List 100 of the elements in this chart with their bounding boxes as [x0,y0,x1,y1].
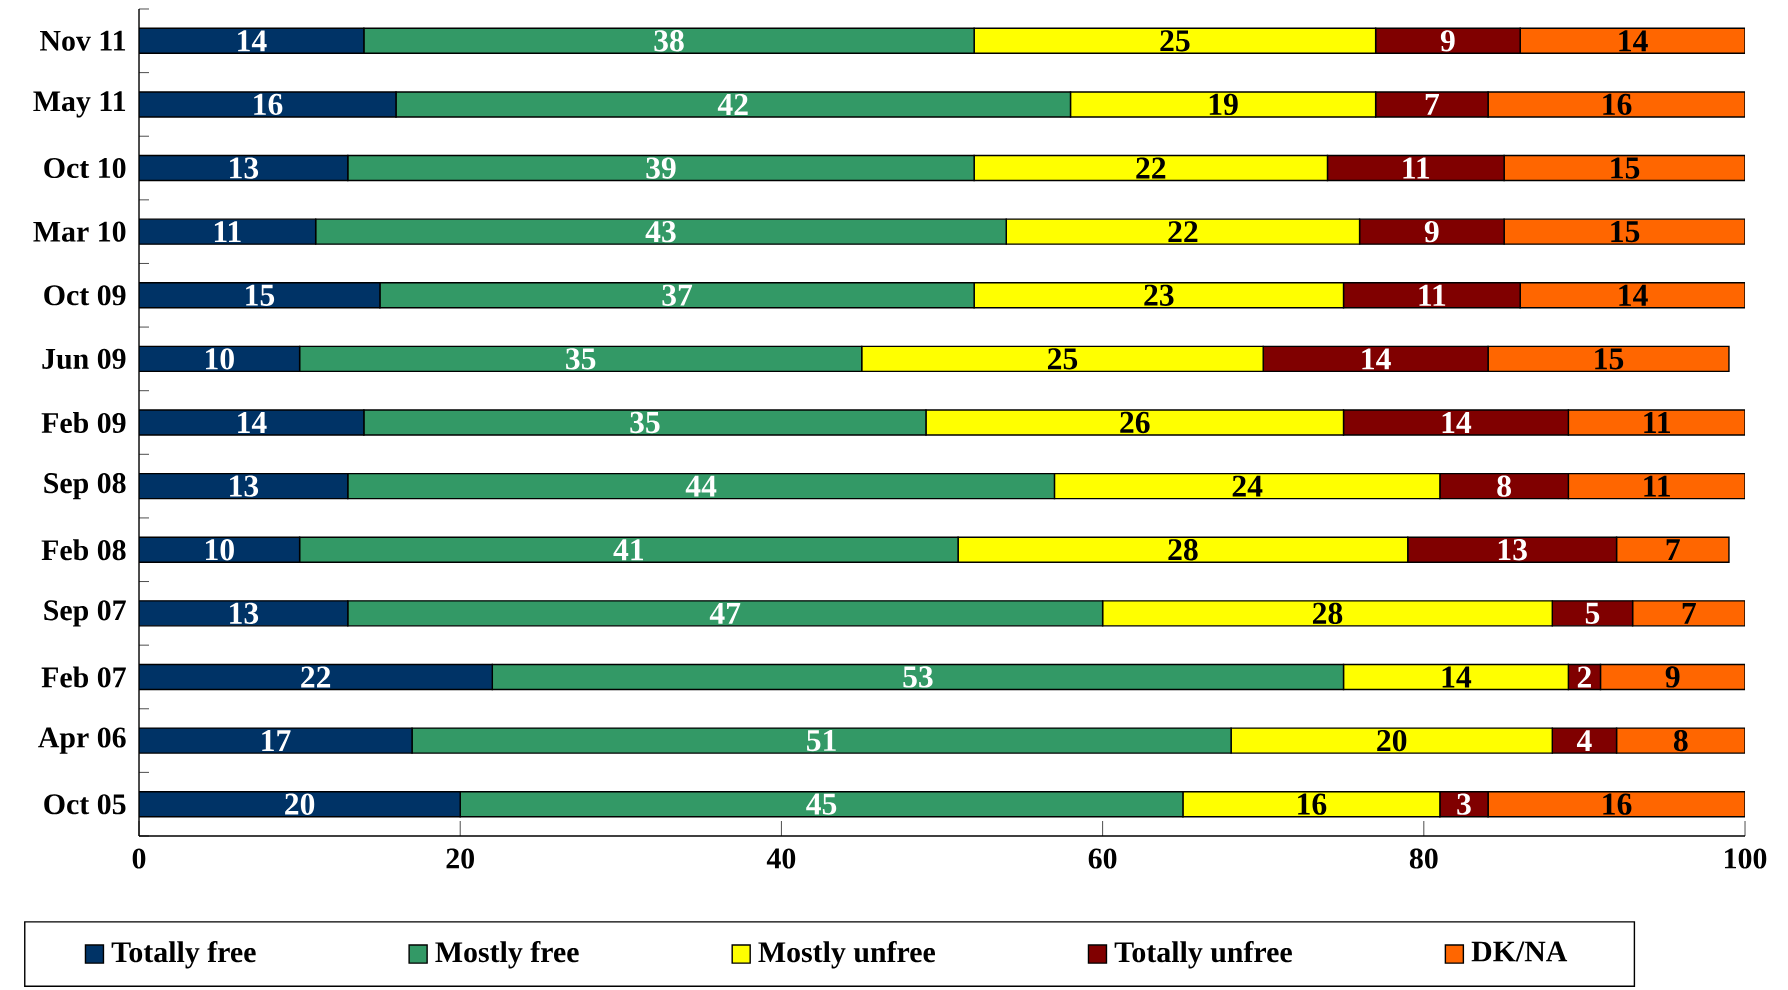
data-label: 42 [717,93,748,115]
x-tick-label: 40 [766,848,796,869]
bar [1487,790,1746,818]
data-label: 26 [1120,411,1150,434]
bar [1519,27,1746,55]
data-label: 35 [630,411,660,434]
y-tick-label: Nov 11 [40,30,126,51]
data-label: 11 [1644,412,1670,433]
data-label: 10 [206,539,234,561]
legend-label: Totally unfree [1114,940,1292,969]
data-label: 24 [1232,475,1263,497]
data-label: 9 [1665,666,1680,688]
legend-label: Totally free [111,940,256,969]
bar [139,282,381,309]
data-label: 16 [254,93,283,116]
data-label: 15 [246,284,275,306]
data-label: 7 [1666,539,1680,561]
data-label: 13 [230,602,259,624]
data-label: 28 [1312,602,1343,625]
data-label: 8 [1497,475,1511,497]
bar [139,154,349,182]
data-label: 17 [262,730,291,752]
y-tick-label: Feb 09 [41,412,126,433]
y-tick-label: Apr 06 [38,727,126,754]
data-label: 20 [1377,729,1407,752]
data-label: 4 [1576,730,1592,751]
y-tick-label: Sep 07 [44,600,126,627]
bar [139,663,494,691]
data-label: 37 [662,284,693,306]
data-label: 22 [1168,221,1198,243]
y-tick-label: Jun 09 [42,348,126,370]
bar [139,790,461,818]
data-label: 7 [1682,602,1696,624]
data-label: 41 [613,539,644,561]
data-label: 25 [1160,30,1190,52]
bar [1519,282,1746,309]
bar [1599,663,1746,691]
data-label: 16 [1603,93,1632,116]
data-label: 3 [1457,793,1471,815]
data-label: 15 [1595,348,1624,370]
y-tick-label: Feb 08 [41,539,126,561]
data-label: 53 [903,666,933,688]
bar [139,472,349,500]
data-label: 25 [1047,348,1078,370]
data-label: 14 [1619,284,1648,306]
data-label: 11 [1419,284,1446,306]
data-label: 13 [1498,539,1527,561]
bar [1503,154,1746,182]
data-label: 11 [1403,157,1430,179]
data-label: 9 [1440,30,1455,52]
data-label: 28 [1168,539,1198,561]
y-tick-label: Sep 08 [44,473,126,500]
data-label: 44 [685,475,717,497]
data-label: 11 [214,221,241,243]
data-label: 20 [285,793,315,815]
data-label: 51 [807,729,836,752]
data-label: 15 [1611,157,1640,179]
data-label: 39 [646,157,676,179]
y-tick-label: Feb 07 [41,666,126,688]
data-label: 38 [654,30,684,52]
data-label: 14 [1619,30,1648,52]
y-tick-label: Oct 09 [44,285,126,306]
data-label: 2 [1577,666,1591,688]
data-label: 35 [566,348,596,370]
data-label: 5 [1585,602,1600,624]
x-tick-label: 80 [1409,848,1438,869]
x-tick-label: 100 [1724,848,1767,869]
data-label: 45 [806,793,837,815]
y-tick-label: May 11 [33,91,126,118]
bar [1615,536,1730,563]
data-label: 7 [1425,94,1439,115]
data-label: 43 [645,221,676,243]
legend-label: DK/NA [1471,941,1568,962]
y-tick-label: Mar 10 [33,221,126,242]
data-label: 22 [1136,157,1166,179]
data-label: 14 [238,30,267,52]
bar [1487,345,1730,373]
data-label: 22 [301,666,331,688]
legend-label: Mostly unfree [758,940,935,969]
bar [1567,472,1746,500]
data-label: 19 [1209,93,1238,116]
data-label: 16 [1603,793,1632,815]
bar [139,27,365,55]
x-tick-label: 20 [446,848,474,869]
data-label: 14 [238,412,267,433]
data-label: 13 [230,475,259,497]
data-label: 16 [1298,793,1327,815]
y-tick-label: Oct 10 [44,157,126,179]
data-label: 14 [1442,412,1472,433]
legend-label: Mostly free [435,940,579,969]
data-label: 8 [1673,729,1688,752]
data-label: 9 [1424,221,1439,243]
y-tick-label: Oct 05 [44,794,126,815]
data-label: 14 [1442,666,1472,688]
data-label: 10 [206,348,234,370]
data-label: 15 [1611,221,1640,243]
data-label: 13 [230,157,259,179]
data-label: 11 [1644,475,1670,497]
x-tick-label: 60 [1088,848,1117,869]
x-tick-label: 0 [132,848,146,869]
